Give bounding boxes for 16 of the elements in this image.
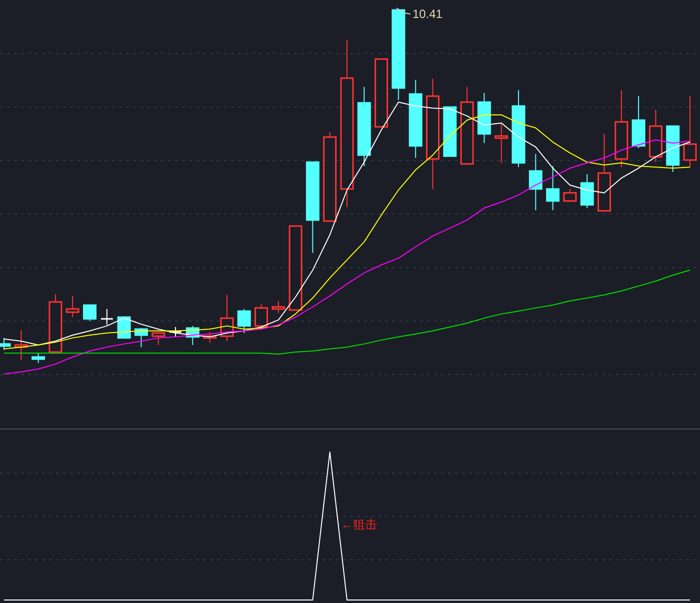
candlestick [83, 304, 96, 322]
candlestick [152, 331, 166, 346]
candlestick [683, 96, 697, 168]
candlestick [66, 295, 80, 318]
annotation: ←狙击 [340, 518, 377, 532]
candlestick [100, 308, 114, 326]
candlestick [563, 188, 577, 203]
candlestick [272, 300, 286, 314]
annotation: 10.41 [412, 7, 443, 21]
candlestick [254, 304, 268, 327]
candlestick [528, 154, 542, 211]
candlestick [546, 166, 560, 211]
candlestick [494, 122, 508, 164]
candlestick [168, 326, 182, 338]
candlestick [580, 174, 594, 209]
candlestick [237, 308, 251, 334]
